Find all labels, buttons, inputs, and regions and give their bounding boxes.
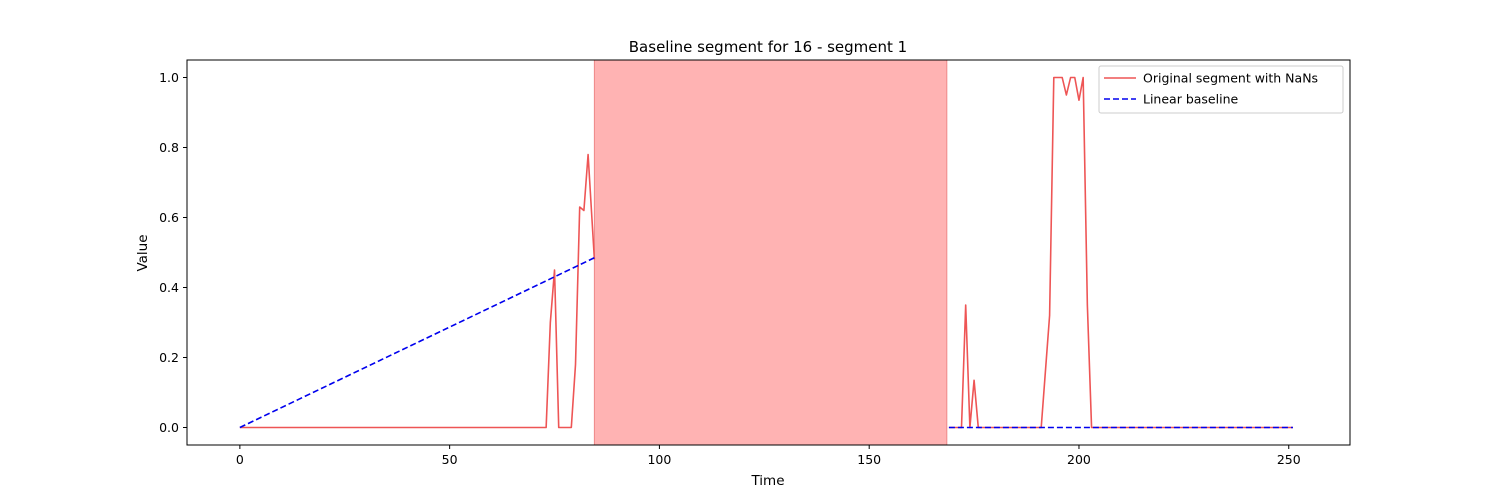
- linear-baseline-line-1: [239, 257, 595, 429]
- original-segment-line-2: [948, 76, 1293, 429]
- x-tick-label: 0: [236, 452, 244, 467]
- legend-box: [1098, 65, 1344, 114]
- nan-region-layer: [593, 59, 948, 446]
- y-tick-label: 0.0: [159, 420, 179, 435]
- legend: Original segment with NaNs Linear baseli…: [1098, 65, 1344, 114]
- y-tick-label: 0.8: [159, 140, 179, 155]
- nan-region: [593, 59, 948, 446]
- x-tick-label: 100: [647, 452, 671, 467]
- y-axis-label: Value: [135, 234, 151, 271]
- legend-label-original: Original segment with NaNs: [1143, 71, 1318, 86]
- plot-frame: [186, 59, 1351, 446]
- y-tick-label: 0.4: [159, 280, 179, 295]
- x-tick-label: 250: [1277, 452, 1301, 467]
- x-tick-label: 200: [1067, 452, 1091, 467]
- y-tick-label: 0.6: [159, 210, 179, 225]
- x-tick-label: 150: [857, 452, 881, 467]
- y-tick-label: 0.2: [159, 350, 179, 365]
- series-layer: [239, 76, 1293, 429]
- chart-title: Baseline segment for 16 - segment 1: [629, 38, 907, 56]
- y-axis-ticks: 0.0 0.2 0.4 0.6 0.8 1.0: [159, 70, 187, 435]
- legend-label-baseline: Linear baseline: [1143, 92, 1238, 107]
- x-axis-label: Time: [750, 473, 784, 489]
- x-axis-ticks: 0 50 100 150 200 250: [236, 445, 1301, 467]
- y-tick-label: 1.0: [159, 70, 179, 85]
- x-tick-label: 50: [442, 452, 458, 467]
- original-segment-line-1: [239, 153, 596, 429]
